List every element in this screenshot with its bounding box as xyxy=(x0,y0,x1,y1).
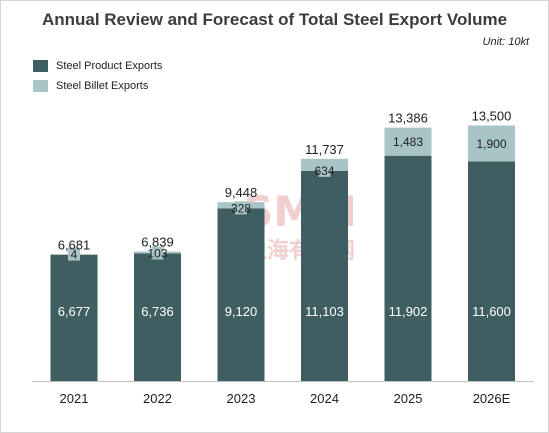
data-label-product-2022: 6,736 xyxy=(141,304,174,319)
bar-product-2024 xyxy=(301,170,348,381)
bar-product-2022 xyxy=(134,253,181,381)
legend-swatch-product xyxy=(33,60,48,72)
data-label-bg-billet-2024 xyxy=(318,163,331,177)
data-label-bg-billet-2021 xyxy=(68,247,80,261)
data-label-bg-billet-2022 xyxy=(151,246,164,260)
x-tick-label-2026E: 2026E xyxy=(473,391,511,406)
data-label-total-2024: 11,737 xyxy=(305,142,344,157)
bar-product-2021 xyxy=(50,254,98,381)
x-tick-label-2022: 2022 xyxy=(143,391,172,406)
data-label-billet-2024: 634 xyxy=(314,164,334,178)
data-label-billet-2023: 328 xyxy=(231,201,251,215)
bar-product-2023 xyxy=(217,208,265,381)
legend-item-product: Steel Product Exports xyxy=(33,56,162,76)
data-label-billet-2026E: 1,900 xyxy=(476,137,506,151)
bar-product-2025 xyxy=(384,155,432,381)
data-label-total-2021: 6,681 xyxy=(58,238,91,253)
data-label-total-2025: 13,386 xyxy=(388,111,428,126)
bar-product-2026E xyxy=(468,161,515,381)
legend-label-product: Steel Product Exports xyxy=(56,60,163,72)
legend-label-billet: Steel Billet Exports xyxy=(56,80,149,92)
x-tick-label-2021: 2021 xyxy=(60,391,89,406)
chart-title: Annual Review and Forecast of Total Stee… xyxy=(41,10,508,29)
data-label-total-2026E: 13,500 xyxy=(472,108,512,123)
data-label-product-2024: 11,103 xyxy=(305,304,344,319)
data-label-product-2023: 9,120 xyxy=(225,304,258,319)
x-tick-label-2024: 2024 xyxy=(310,391,339,406)
x-tick-label-2023: 2023 xyxy=(227,391,256,406)
data-label-total-2022: 6,839 xyxy=(141,235,174,250)
data-label-billet-2021: 4 xyxy=(71,248,78,262)
data-label-billet-2025: 1,483 xyxy=(393,135,423,149)
data-label-product-2021: 6,677 xyxy=(58,304,91,319)
bar-billet-2026E xyxy=(468,125,515,162)
data-label-bg-billet-2023 xyxy=(235,201,247,215)
x-tick-label-2025: 2025 xyxy=(394,391,423,406)
data-label-product-2026E: 11,600 xyxy=(472,304,511,319)
data-label-total-2023: 9,448 xyxy=(225,185,258,200)
data-label-product-2025: 11,902 xyxy=(389,304,428,319)
unit-note: Unit: 10kt xyxy=(482,36,529,48)
legend-item-billet: Steel Billet Exports xyxy=(33,76,162,96)
data-label-billet-2022: 103 xyxy=(147,246,167,260)
legend: Steel Product Exports Steel Billet Expor… xyxy=(33,56,162,96)
bar-billet-2025 xyxy=(384,127,432,156)
legend-swatch-billet xyxy=(33,80,48,92)
